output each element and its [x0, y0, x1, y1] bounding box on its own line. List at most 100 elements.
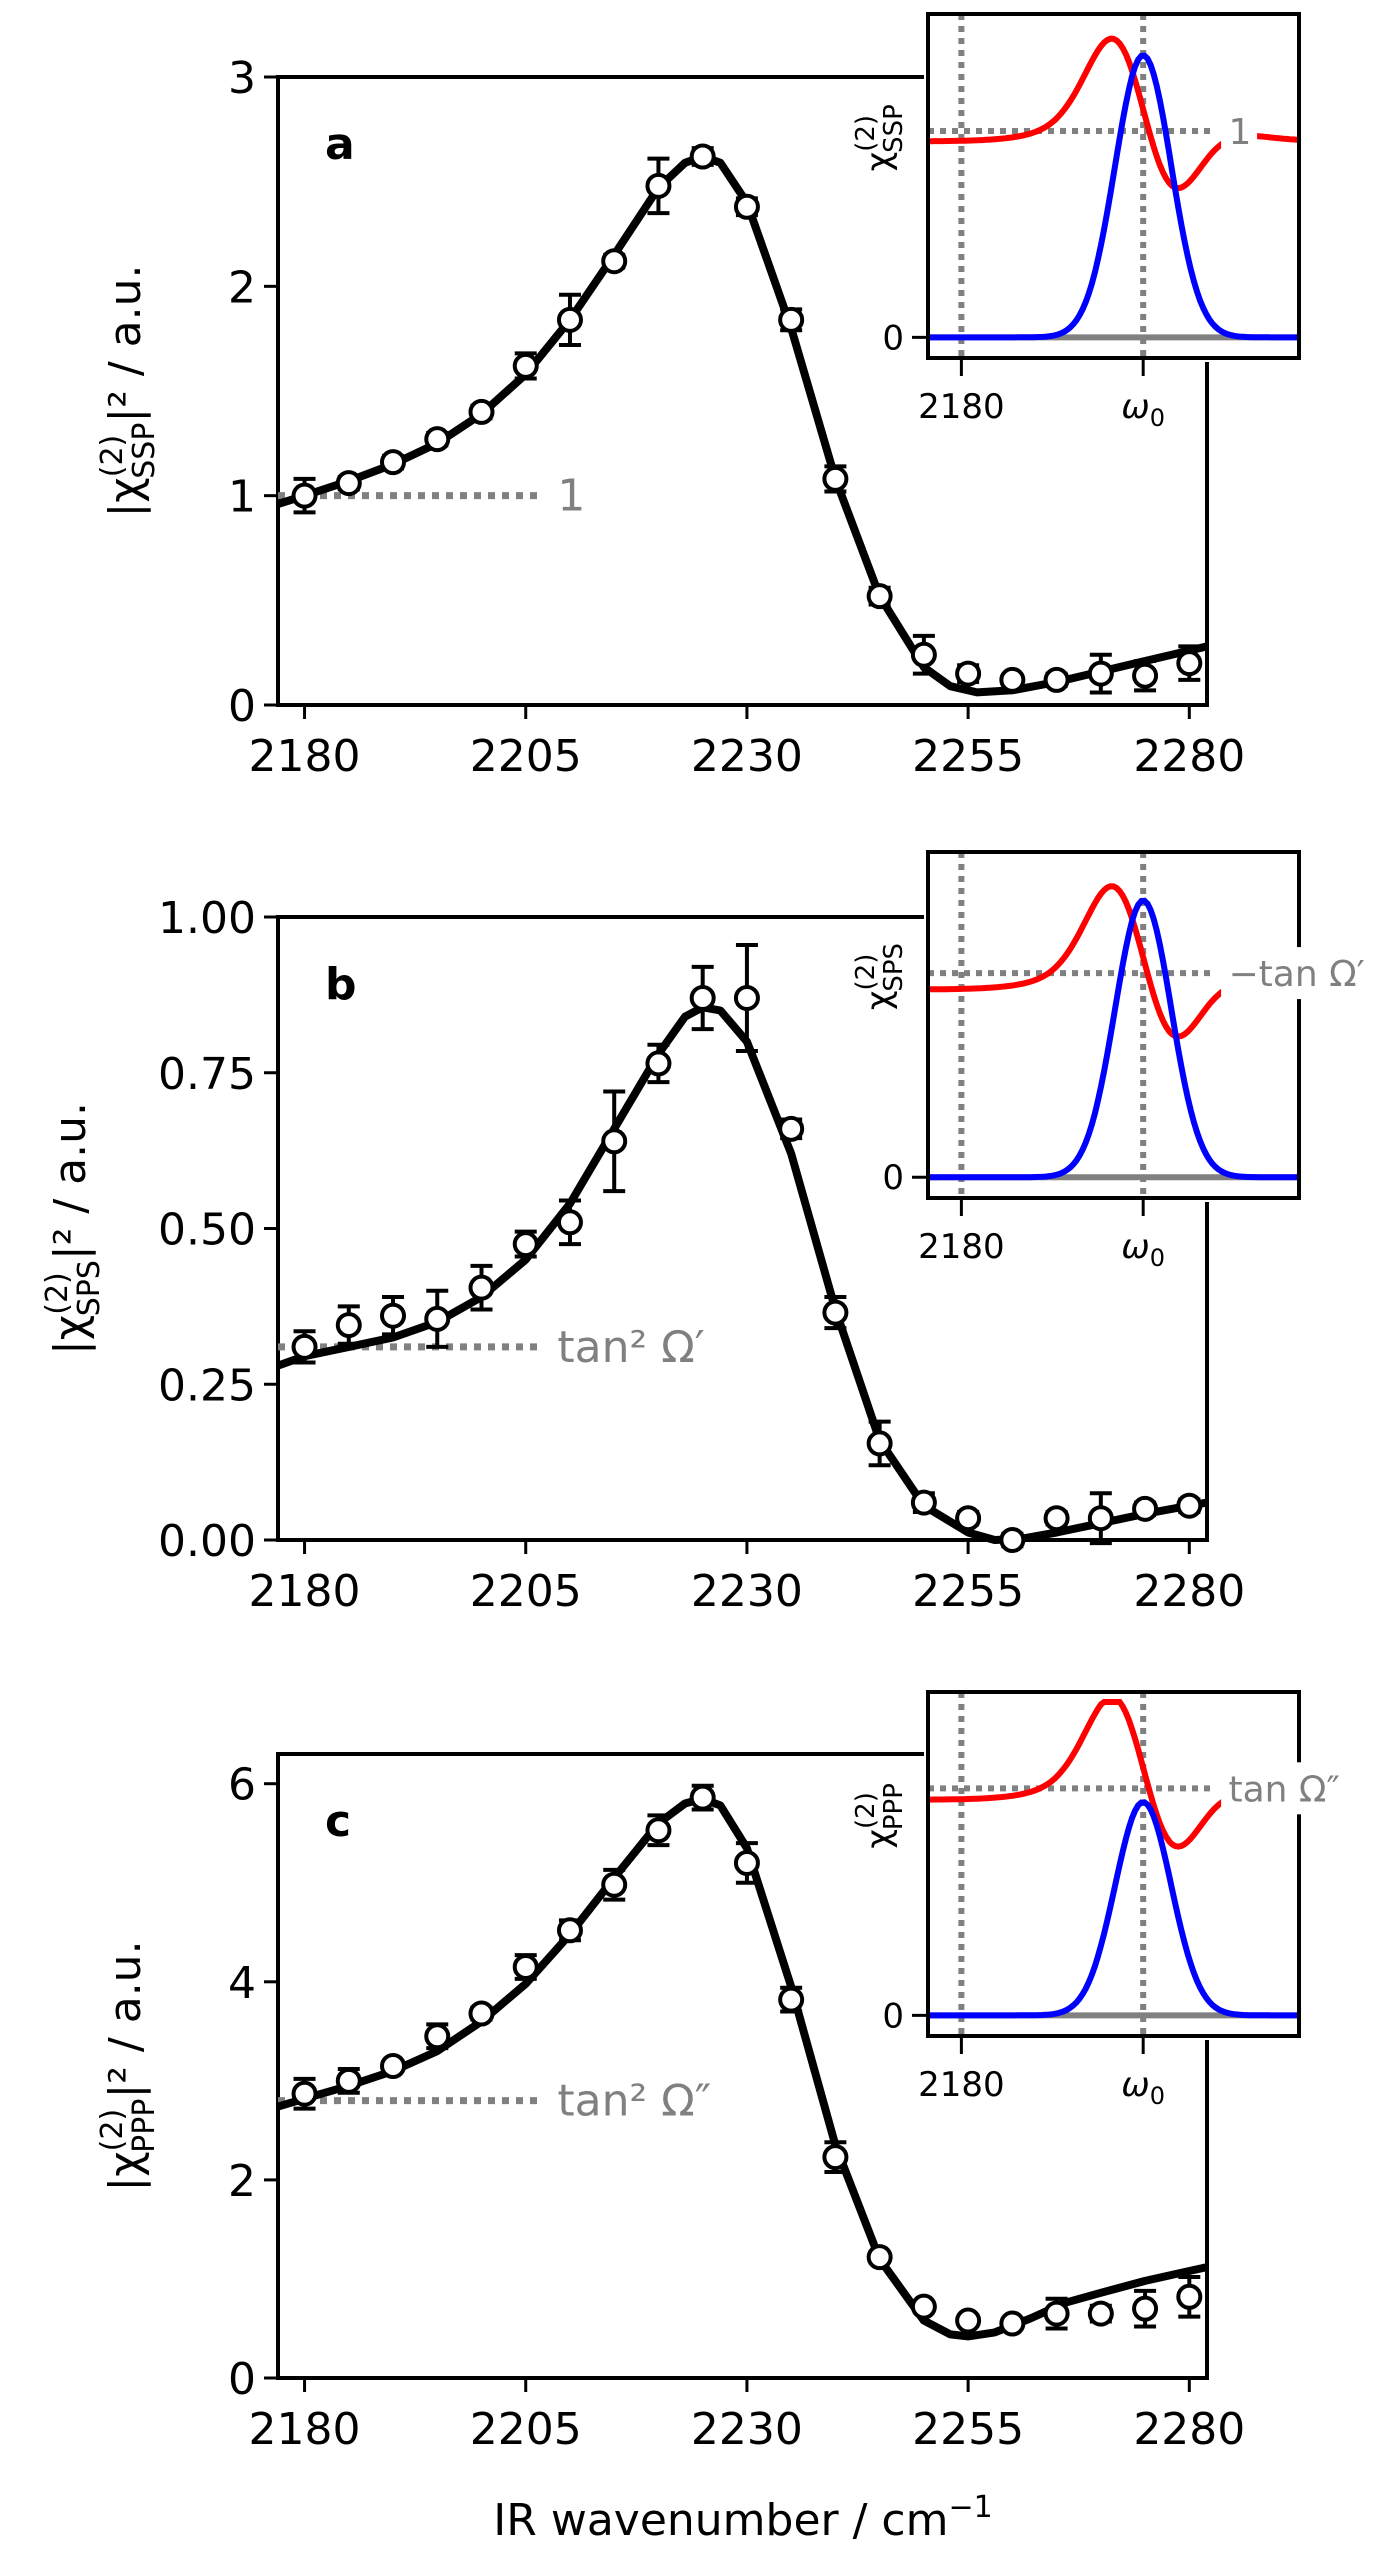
- marker: [601, 248, 628, 275]
- marker: [645, 1817, 672, 1844]
- data-point: [866, 583, 893, 610]
- inset-imag-curve: [928, 52, 1299, 341]
- y-tick-label: 1.00: [158, 893, 256, 944]
- y-tick-label: 1: [228, 472, 256, 523]
- panel-a: 1 2180 2205 2230 2255 2280 0 1 2 3 |χ(2)SSP|² / a.…: [95, 10, 1303, 782]
- marker: [424, 426, 451, 453]
- data-point: [910, 633, 937, 676]
- y-tick-label: 6: [228, 1760, 256, 1811]
- inset-x-tick-label: 2180: [918, 2065, 1005, 2105]
- marker: [512, 1231, 539, 1258]
- marker: [733, 1849, 760, 1876]
- data-point: [380, 1295, 407, 1337]
- panel-letter: a: [325, 119, 355, 170]
- data-point: [1043, 1505, 1070, 1532]
- axes-frame: [276, 1752, 1209, 2380]
- data-point: [645, 1813, 672, 1848]
- inset-frame: [926, 850, 1301, 1200]
- marker: [1176, 2283, 1203, 2310]
- y-tick-label: 0.25: [158, 1360, 256, 1411]
- data-point: [468, 398, 495, 425]
- inset-background: [924, 1688, 1303, 2040]
- data-point: [1087, 1491, 1114, 1546]
- y-axis-label: |χ(2)PPP|² / a.u.: [95, 1940, 162, 2191]
- panel-letter: b: [325, 959, 357, 1010]
- marker: [910, 2293, 937, 2320]
- data-point: [601, 1089, 628, 1194]
- inset-label-background: [1221, 1762, 1358, 1815]
- marker: [689, 143, 716, 170]
- data-point: [910, 1489, 937, 1516]
- x-tick-label: 2255: [912, 731, 1024, 782]
- x-axis-label: IR wavenumber / cm−1: [493, 2490, 992, 2546]
- data-point: [512, 351, 539, 381]
- marker: [468, 2000, 495, 2027]
- marker: [822, 1299, 849, 1326]
- data-point: [335, 470, 362, 497]
- x-tick-label: 2280: [1133, 1566, 1245, 1617]
- data-point: [955, 1505, 982, 1532]
- marker: [380, 449, 407, 476]
- inset-y-tick-label: 0: [882, 318, 904, 358]
- data-point: [733, 943, 760, 1053]
- y-axis-label: |χ(2)SSP|² / a.u.: [95, 264, 162, 517]
- y-tick-label: 2: [228, 262, 256, 313]
- marker: [1176, 650, 1203, 677]
- x-tick-label: 2230: [691, 1566, 803, 1617]
- data-point: [291, 476, 318, 515]
- data-point: [689, 1783, 716, 1812]
- data-point: [1087, 2300, 1114, 2327]
- marker: [955, 2307, 982, 2334]
- data-point: [822, 464, 849, 494]
- x-tick-label: 2255: [912, 2404, 1024, 2455]
- x-tick-label: 2205: [470, 731, 582, 782]
- inset-label-background: [1221, 104, 1258, 157]
- inset-x-tick-label-omega0: ω0: [1121, 387, 1165, 432]
- marker: [778, 1115, 805, 1142]
- inset-imag-curve: [928, 1799, 1299, 2019]
- marker: [689, 1784, 716, 1811]
- inset-hline-label: 1: [1229, 112, 1252, 153]
- inset: 1 2180 ω0 0 χ(2)SSP: [851, 10, 1303, 432]
- inset-frame: [926, 12, 1301, 360]
- reference-line-label: 1: [557, 471, 585, 522]
- inset-y-axis-label: χ(2)SSP: [851, 104, 909, 171]
- x-tick-label: 2180: [249, 731, 361, 782]
- marker: [955, 1505, 982, 1532]
- marker: [822, 2144, 849, 2171]
- data-point: [910, 2293, 937, 2320]
- inset-y-axis-label: χ(2)SPS: [851, 943, 909, 1010]
- marker: [778, 306, 805, 333]
- inset-frame: [926, 1690, 1301, 2038]
- marker: [335, 470, 362, 497]
- y-tick-label: 0: [228, 2354, 256, 2405]
- marker: [335, 1312, 362, 1339]
- marker: [601, 1871, 628, 1898]
- data-point: [380, 2053, 407, 2079]
- y-axis-label: |χ(2)SPS|² / a.u.: [40, 1102, 107, 1355]
- data-point: [778, 1985, 805, 2014]
- marker: [512, 352, 539, 379]
- data-point: [778, 1115, 805, 1142]
- inset-x-tick-label: 2180: [918, 387, 1005, 427]
- marker: [645, 1050, 672, 1077]
- x-tick-label: 2230: [691, 2404, 803, 2455]
- inset-y-tick-label: 0: [882, 1158, 904, 1198]
- marker: [556, 306, 583, 333]
- x-tick-label: 2280: [1133, 731, 1245, 782]
- marker: [999, 2310, 1026, 2337]
- marker: [955, 660, 982, 687]
- marker: [645, 172, 672, 199]
- data-point: [778, 306, 805, 333]
- marker: [424, 2023, 451, 2050]
- data-point: [1043, 2296, 1070, 2331]
- marker: [1132, 2295, 1159, 2322]
- marker: [1087, 660, 1114, 687]
- data-point: [512, 1953, 539, 1981]
- data-point: [955, 660, 982, 687]
- inset-x-tick-label-omega0: ω0: [1121, 1227, 1165, 1272]
- marker: [468, 398, 495, 425]
- marker: [291, 2080, 318, 2107]
- marker: [1043, 2300, 1070, 2327]
